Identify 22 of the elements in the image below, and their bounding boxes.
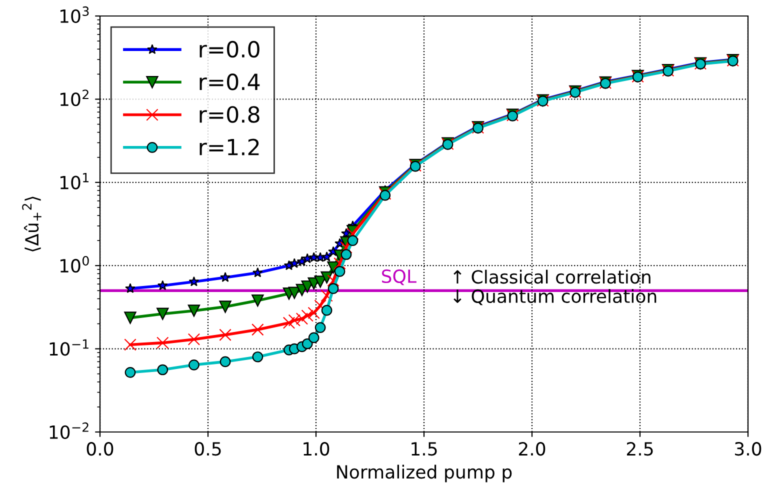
legend-label: r=0.8 (200, 106, 260, 123)
x-tick-label: 0.0 (86, 442, 114, 456)
ref-line-label: SQL (382, 269, 416, 286)
x-tick-label: 0.5 (194, 442, 221, 456)
x-tick-label: 2.0 (518, 442, 546, 456)
y-tick-label: 10$^{3}$ (60, 6, 89, 23)
x-tick-label: 1.5 (412, 442, 437, 456)
annotation: ↑ Classical correlation (454, 270, 650, 284)
y-tick-label: 10$^{−1}$ (50, 339, 88, 356)
x-tick-label: 1.0 (304, 442, 330, 456)
y-tick-label: 10$^{1}$ (60, 173, 89, 190)
x-tick-label: 2.5 (626, 442, 653, 456)
legend-label: r=0.4 (200, 73, 260, 90)
annotation: ↓ Quantum correlation (454, 289, 656, 306)
y-axis-title: ⟨Δû$_{+}$$^{2}$⟩ (22, 196, 42, 252)
y-tick-label: 10$^{0}$ (60, 256, 89, 273)
x-tick-label: 3.0 (735, 442, 762, 456)
y-tick-label: 10$^{−2}$ (50, 422, 88, 439)
y-tick-label: 10$^{2}$ (60, 90, 88, 106)
legend-label: r=0.0 (200, 40, 260, 58)
x-axis-title: Normalized pump p (337, 464, 512, 482)
legend-label: r=1.2 (200, 138, 259, 156)
